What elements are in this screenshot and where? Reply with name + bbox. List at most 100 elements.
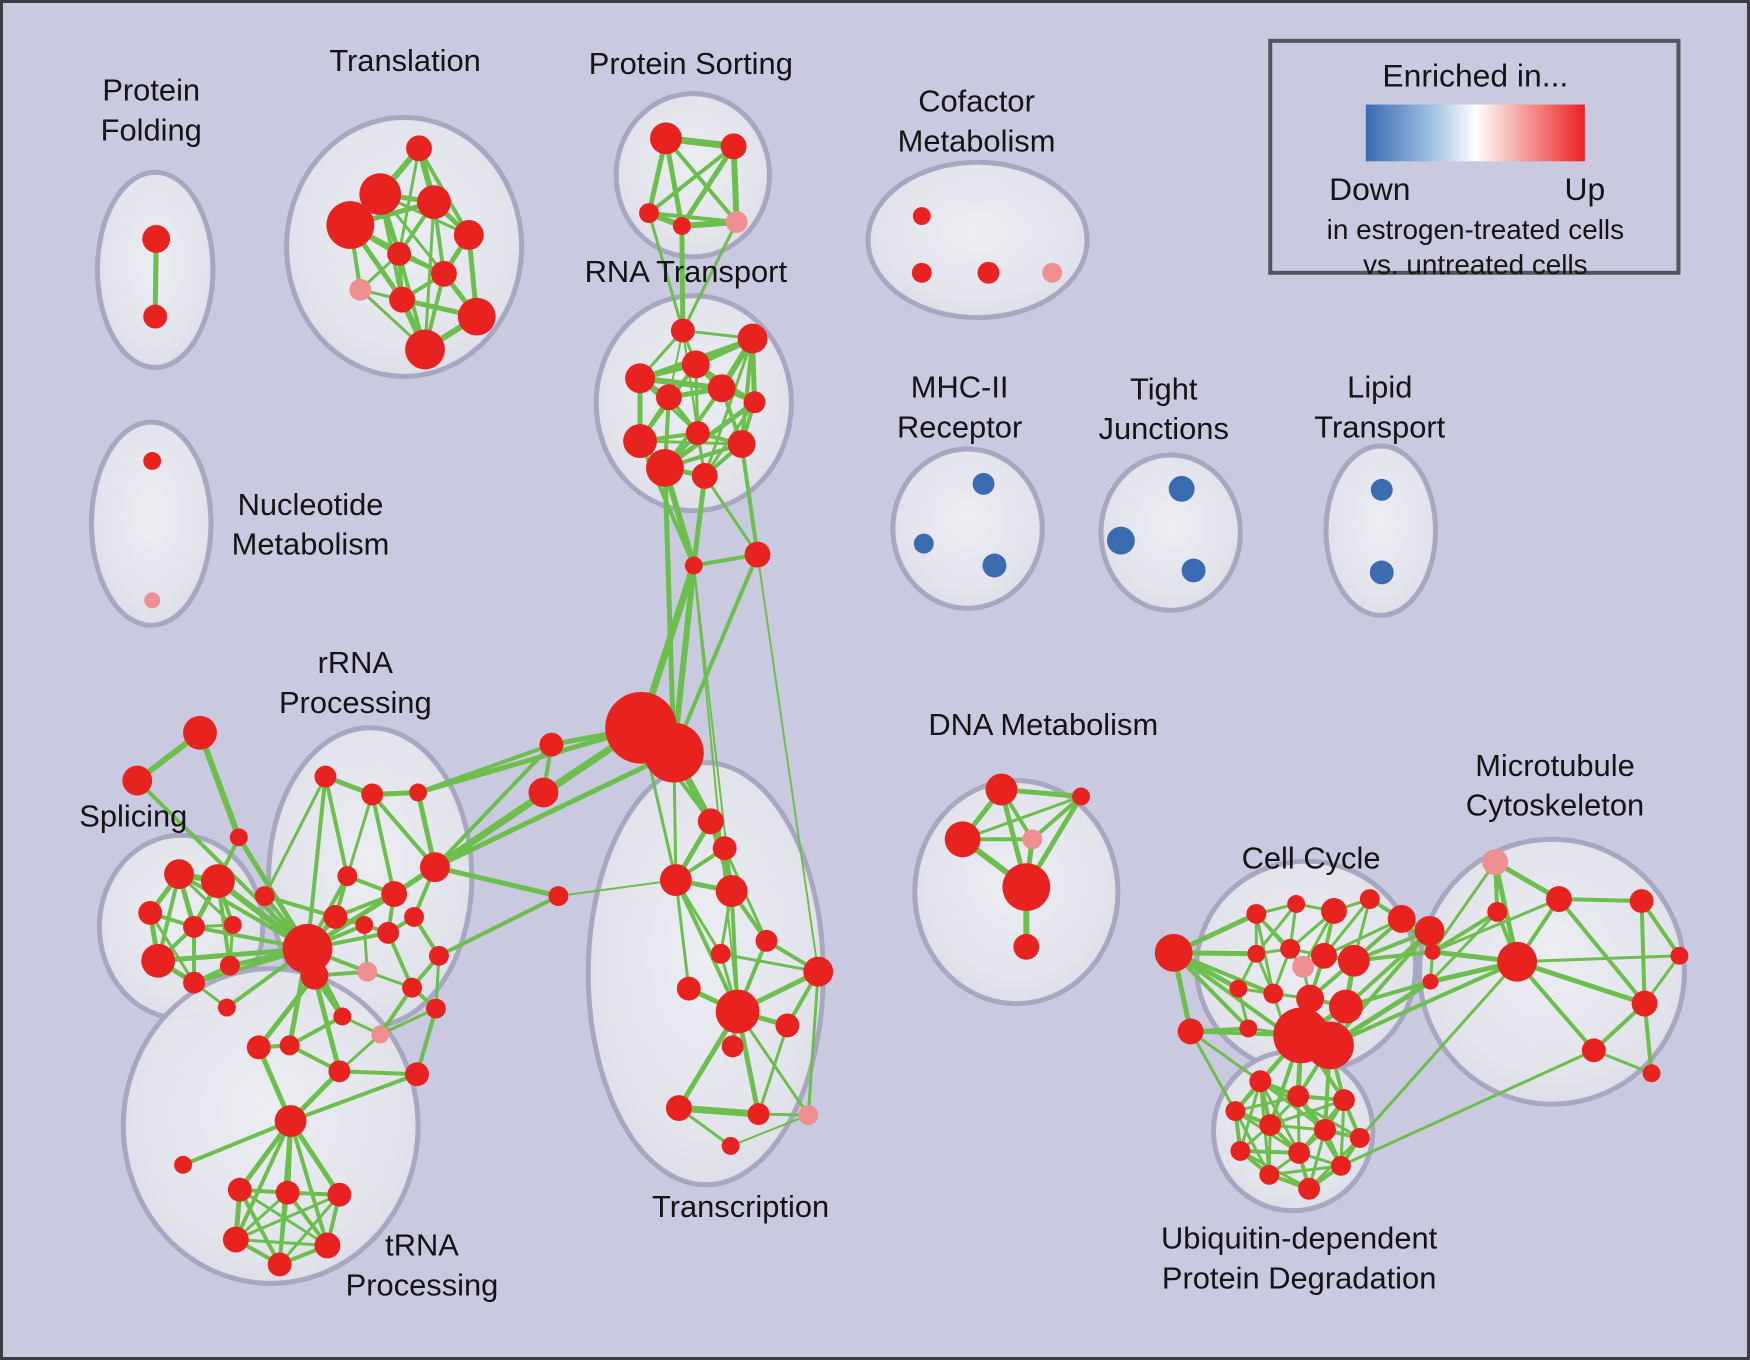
cluster-label-rrna-processing: rRNA [318,645,394,680]
cluster-label-nucleotide-metabolism: Metabolism [232,527,390,562]
gene-set-node-52 [200,864,235,899]
gene-set-node-23 [655,384,682,411]
gene-set-node-144 [1631,990,1658,1017]
edge [1189,1029,1237,1113]
edge [432,742,554,870]
gene-set-node-125 [1337,944,1370,977]
network-canvas: Protein Folding Translation Protein Sorting… [3,3,1747,1357]
edge [287,1014,345,1048]
edge [692,564,739,1013]
gene-set-node-114 [1013,933,1040,960]
edge [1322,917,1404,958]
gene-set-node-84 [528,777,559,808]
gene-set-node-67 [323,905,348,929]
gene-set-node-117 [1287,895,1306,913]
cluster-label-cell-cycle: Cell Cycle [1242,840,1381,875]
legend-down-label: Down [1329,171,1410,207]
gene-set-node-8 [430,260,457,287]
gene-set-node-34 [143,452,162,470]
gene-set-node-158 [1298,1177,1321,1200]
gene-set-node-63 [254,886,275,906]
gene-set-node-140 [1487,902,1508,922]
gene-set-node-105 [665,1095,692,1122]
gene-set-node-31 [744,541,771,568]
edge [1254,912,1305,969]
edge [679,223,686,334]
edge [1556,897,1644,904]
gene-set-node-43 [1168,475,1195,502]
gene-set-node-69 [377,921,400,944]
edge [557,879,677,898]
gene-set-node-154 [1230,1140,1251,1161]
edge [263,775,327,898]
edge [288,1119,330,1248]
gene-set-node-120 [1387,905,1416,933]
gene-set-node-6 [453,220,484,250]
cluster-ellipse-tight-junctions [1098,452,1243,613]
gene-set-node-109 [985,773,1018,806]
gene-set-node-157 [1259,1164,1280,1185]
gene-set-node-51 [164,859,195,890]
cluster-label-transcription: Transcription [652,1189,829,1224]
gene-set-node-19 [737,323,768,354]
edge [416,742,554,795]
edge [415,725,644,795]
edge [663,136,739,225]
gene-set-node-123 [1280,938,1301,959]
gene-set-node-150 [1225,1101,1246,1122]
gene-set-node-95 [712,836,737,861]
cluster-label-tight-junctions: Junctions [1099,411,1229,446]
gene-set-node-12 [405,329,445,370]
gene-set-node-104 [721,1035,744,1058]
gene-set-node-22 [707,374,736,403]
gene-set-node-56 [141,943,176,978]
edge [1515,954,1681,964]
gene-set-node-20 [681,350,710,379]
gene-set-node-16 [672,217,691,235]
gene-set-node-39 [1042,262,1063,283]
edge [345,792,374,878]
edge [1189,1029,1262,1083]
edge [1254,902,1298,956]
cluster-label-protein-folding: Folding [101,113,202,148]
gene-set-node-85 [246,1035,271,1060]
gene-set-node-0 [142,225,171,253]
legend-caption-line1: in estrogen-treated cells [1327,214,1624,245]
gene-set-node-24 [743,391,766,414]
gene-set-node-135 [1177,1018,1204,1045]
cluster-labels-layer: Protein Folding Translation Protein Sorting… [79,43,1644,1303]
edge [1429,910,1499,984]
gene-set-node-156 [1330,1155,1351,1176]
gene-set-node-146 [1642,1064,1661,1083]
gene-set-node-76 [425,998,446,1019]
gene-set-node-89 [275,1180,300,1205]
gene-set-node-113 [1002,863,1051,911]
edge [288,1072,420,1124]
cluster-ellipse-mhc-ii-receptor [890,446,1045,611]
gene-set-node-122 [1247,944,1266,963]
legend-up-label: Up [1564,171,1605,207]
edge [197,729,242,841]
gene-set-node-37 [911,262,932,283]
cluster-ellipse-nucleotide-metabolism [88,419,214,628]
edge [1268,1098,1346,1127]
gene-set-node-87 [174,1155,193,1174]
gene-set-node-14 [720,133,747,160]
edge [256,973,317,1050]
gene-set-node-11 [457,297,496,336]
edge [1267,1164,1343,1177]
gene-set-node-72 [300,961,329,990]
cluster-label-mhc-ii-receptor: MHC-II [911,369,1009,404]
gene-set-node-68 [355,915,374,934]
edge [739,336,755,447]
gene-set-node-61 [361,783,384,806]
gene-set-node-66 [381,881,408,907]
gene-set-node-41 [913,533,934,554]
gene-set-node-64 [337,866,358,887]
cluster-ellipse-protein-sorting [613,91,772,260]
cluster-label-dna-metabolism: DNA Metabolism [928,707,1158,742]
edge [1358,960,1519,1140]
gene-set-node-54 [183,915,205,938]
edge [757,1023,789,1116]
